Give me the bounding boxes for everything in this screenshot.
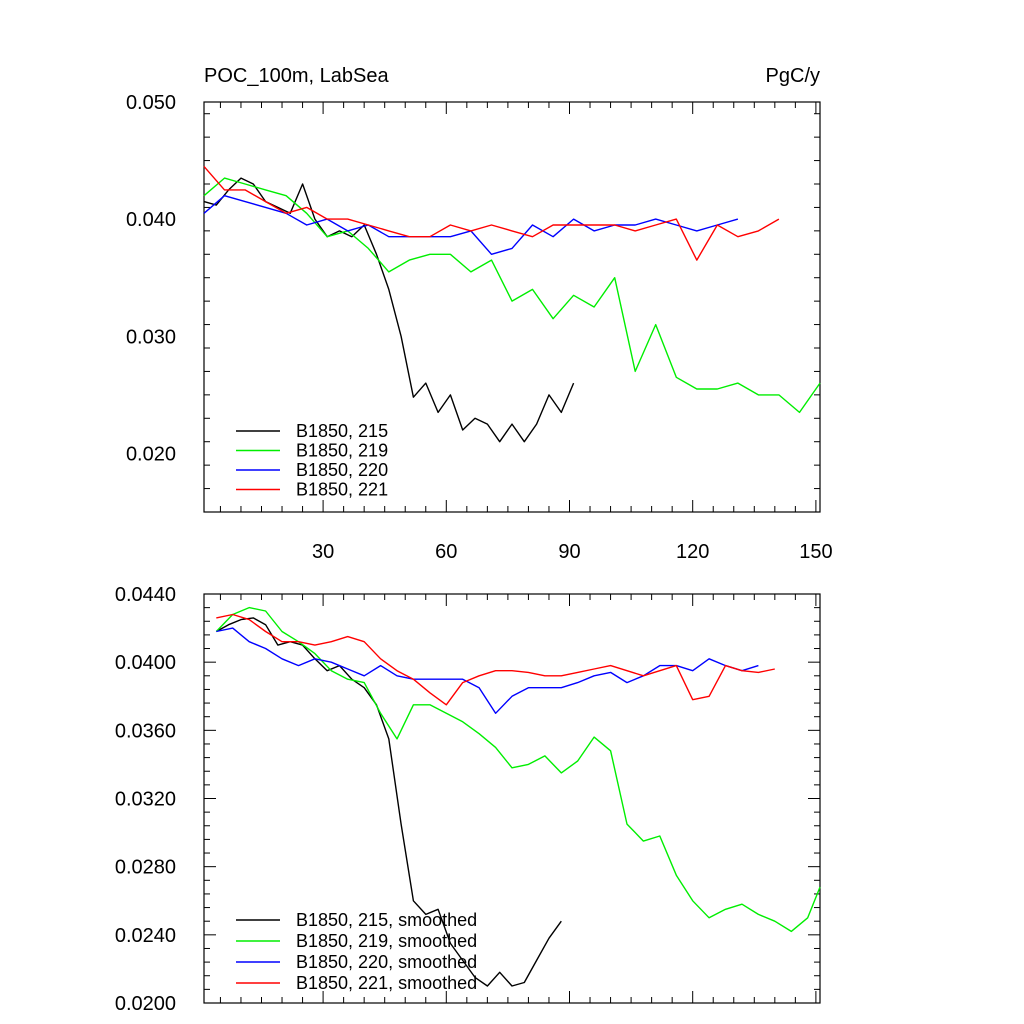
y-tick-label: 0.0400 [115,652,176,674]
y-tick-label: 0.0200 [115,993,176,1015]
x-tick-label: 150 [799,541,832,563]
y-tick-label: 0.0440 [115,584,176,606]
top-chart: 30 60 90 120 150 0.020 0.030 0.040 0.050 B1850, 2… [126,92,833,563]
legend-label: B1850, 220, smoothed [296,952,477,972]
series-line-4 [216,613,775,706]
series-line-1 [203,177,575,443]
y-tick-label: 0.020 [126,443,176,465]
legend-label: B1850, 221 [296,480,388,500]
series-line-4 [203,165,780,261]
x-tick-label: 120 [676,541,709,563]
legend-label: B1850, 219 [296,441,388,461]
y-tick-label: 0.0240 [115,925,176,947]
series-line-2 [203,177,821,414]
y-tick-label: 0.0360 [115,720,176,742]
x-tick-label: 60 [435,541,457,563]
x-tick-label: 30 [312,541,334,563]
y-tick-label: 0.0320 [115,789,176,811]
top-chart-title: POC_100m, LabSea [204,65,389,87]
legend-label: B1850, 219, smoothed [296,931,477,951]
y-tick-label: 0.040 [126,209,176,231]
legend-label: B1850, 220 [296,460,388,480]
x-tick-label: 90 [558,541,580,563]
legend-label: B1850, 215, smoothed [296,910,477,930]
y-tick-label: 0.030 [126,326,176,348]
series-line-1 [215,617,562,987]
legend-label: B1850, 215 [296,421,388,441]
y-tick-label: 0.0280 [115,857,176,879]
bottom-chart: 0.0200 0.0240 0.0280 0.0320 0.0360 0.0400 0.04… [115,584,821,1015]
legend-label: B1850, 221, smoothed [296,973,477,993]
plot-frame [203,101,821,513]
series-line-3 [216,627,759,714]
series-line-2 [215,606,821,933]
top-chart-units: PgC/y [766,65,820,87]
y-tick-label: 0.050 [126,92,176,114]
